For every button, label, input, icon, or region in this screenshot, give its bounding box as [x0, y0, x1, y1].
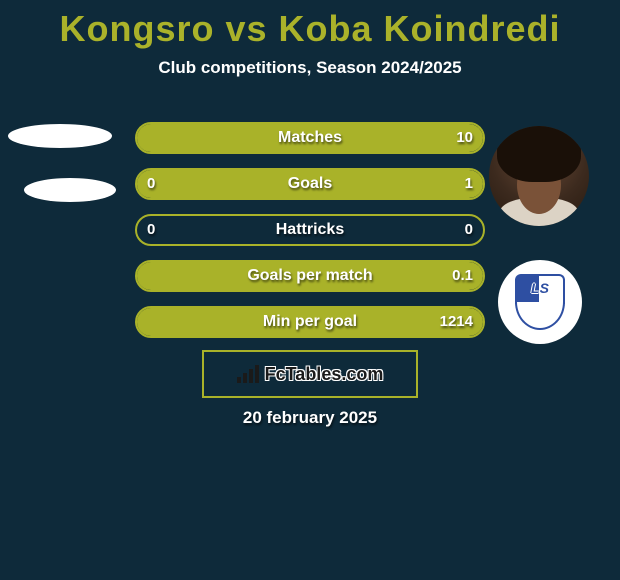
stat-value-right: 10 — [456, 124, 473, 152]
club-badge-lausanne: LS — [498, 260, 582, 344]
stat-value-right: 1 — [465, 170, 473, 198]
stat-value-right: 1214 — [440, 308, 473, 336]
player-placeholder — [8, 124, 112, 148]
stat-row: Matches10 — [135, 122, 485, 154]
stat-value-left: 0 — [147, 170, 155, 198]
stat-label: Goals — [137, 170, 483, 198]
subtitle: Club competitions, Season 2024/2025 — [0, 58, 620, 78]
bar-chart-icon — [237, 365, 259, 383]
stat-label: Hattricks — [137, 216, 483, 244]
stat-value-right: 0.1 — [452, 262, 473, 290]
player-photo-koindredi — [489, 126, 589, 226]
brand-box: FcTables.com — [202, 350, 418, 398]
stat-row: Goals0 1 — [135, 168, 485, 200]
shield-icon: LS — [515, 274, 565, 330]
stat-label: Matches — [137, 124, 483, 152]
stat-label: Goals per match — [137, 262, 483, 290]
player-placeholder — [24, 178, 116, 202]
stat-row: Hattricks0 0 — [135, 214, 485, 246]
stat-value-right: 0 — [465, 216, 473, 244]
stat-row: Min per goal1214 — [135, 306, 485, 338]
stats-table: Matches10Goals01Hattricks00Goals per mat… — [135, 122, 485, 352]
stat-row: Goals per match0.1 — [135, 260, 485, 292]
stat-value-left: 0 — [147, 216, 155, 244]
page-title: Kongsro vs Koba Koindredi — [0, 0, 620, 50]
date-label: 20 february 2025 — [0, 408, 620, 428]
stat-label: Min per goal — [137, 308, 483, 336]
club-monogram: LS — [515, 280, 565, 296]
brand-text: FcTables.com — [265, 364, 384, 385]
